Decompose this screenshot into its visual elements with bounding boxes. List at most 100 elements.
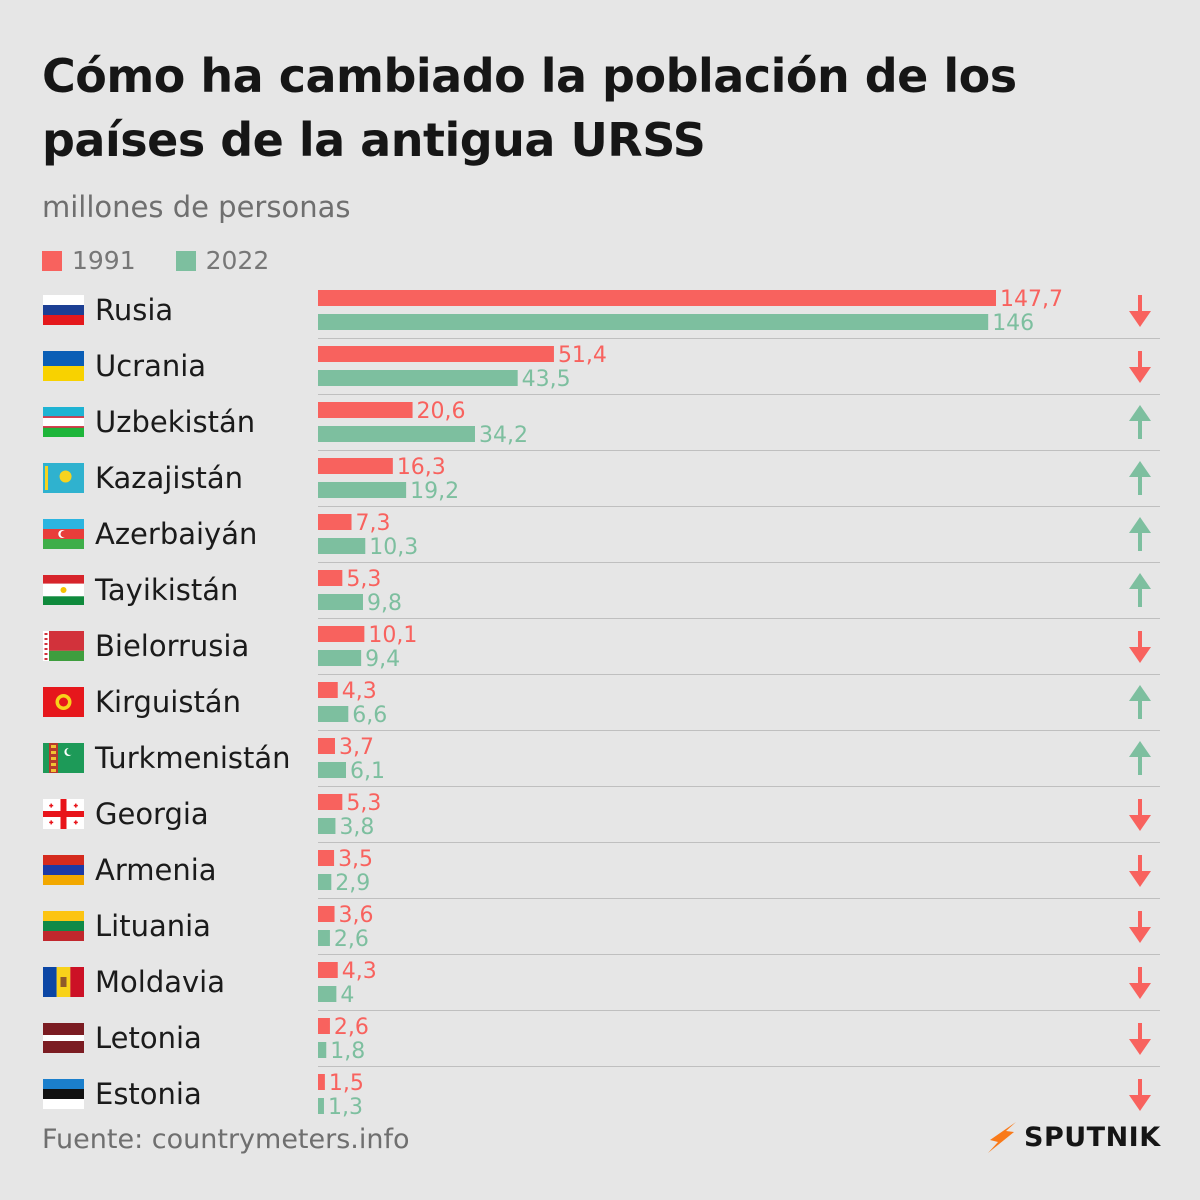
flag-kazakhstan-icon: [43, 463, 84, 493]
country-label: Rusia: [95, 293, 173, 327]
bar-2022: [318, 930, 330, 946]
data-label-1991: 3,7: [339, 735, 374, 760]
trend-arrow-down-icon: [1138, 855, 1142, 873]
legend: 1991 2022: [42, 246, 309, 275]
bar-1991: [318, 962, 338, 978]
country-label: Turkmenistán: [94, 741, 291, 775]
trend-arrow-down-icon: [1129, 815, 1151, 831]
trend-arrow-up-icon: [1129, 405, 1151, 421]
flag-armenia-icon: [43, 855, 84, 885]
trend-arrow-down-icon: [1138, 295, 1142, 313]
legend-item-1991: 1991: [42, 246, 136, 275]
data-label-1991: 10,1: [368, 623, 417, 648]
country-label: Georgia: [95, 797, 209, 831]
data-label-2022: 9,8: [367, 591, 402, 616]
bar-1991: [318, 850, 335, 866]
trend-arrow-up-icon: [1129, 461, 1151, 477]
bar-2022: [318, 818, 336, 834]
data-label-2022: 43,5: [522, 367, 571, 392]
flag-turkmenistan-icon: [43, 743, 84, 773]
bar-2022: [318, 706, 349, 722]
trend-arrow-up-icon: [1138, 587, 1142, 607]
data-label-2022: 6,6: [352, 703, 387, 728]
flag-azerbaijan-icon: [43, 519, 84, 549]
flag-uzbekistan-icon: [43, 407, 84, 437]
trend-arrow-up-icon: [1138, 475, 1142, 495]
row-divider: [318, 338, 1160, 339]
data-label-2022: 146: [992, 311, 1034, 336]
data-label-1991: 3,5: [338, 847, 373, 872]
country-label: Tayikistán: [94, 573, 238, 607]
bar-1991: [318, 794, 343, 810]
country-label: Kirguistán: [95, 685, 241, 719]
country-label: Estonia: [95, 1077, 202, 1111]
row-divider: [318, 618, 1160, 619]
bar-1991: [318, 290, 996, 306]
trend-arrow-down-icon: [1138, 631, 1142, 649]
flag-moldova-icon: [43, 967, 84, 997]
legend-label-1991: 1991: [72, 246, 136, 275]
data-label-1991: 7,3: [356, 511, 391, 536]
bar-2022: [318, 1042, 327, 1058]
bar-1991: [318, 1074, 325, 1090]
trend-arrow-down-icon: [1129, 927, 1151, 943]
bar-1991: [318, 738, 335, 754]
bar-1991: [318, 458, 393, 474]
bar-2022: [318, 538, 366, 554]
row-divider: [318, 394, 1160, 395]
data-label-2022: 2,6: [334, 927, 369, 952]
legend-swatch-2022: [175, 250, 196, 271]
bar-1991: [318, 346, 554, 362]
data-label-2022: 4: [340, 983, 354, 1008]
country-label: Ucrania: [95, 349, 206, 383]
row-divider: [318, 450, 1160, 451]
data-label-1991: 16,3: [397, 455, 446, 480]
data-label-2022: 1,3: [328, 1095, 363, 1120]
trend-arrow-up-icon: [1129, 517, 1151, 533]
trend-arrow-down-icon: [1138, 911, 1142, 929]
country-label: Uzbekistán: [95, 405, 255, 439]
data-label-2022: 9,4: [365, 647, 400, 672]
trend-arrow-down-icon: [1129, 871, 1151, 887]
row-divider: [318, 730, 1160, 731]
country-label: Lituania: [95, 909, 211, 943]
row-divider: [318, 898, 1160, 899]
source-note: Fuente: countrymeters.info: [42, 1124, 410, 1155]
flag-georgia-icon: [43, 799, 84, 829]
row-divider: [318, 954, 1160, 955]
country-label: Azerbaiyán: [95, 517, 257, 551]
data-label-2022: 19,2: [410, 479, 459, 504]
data-label-1991: 1,5: [329, 1071, 364, 1096]
bar-2022: [318, 314, 989, 330]
bar-2022: [318, 762, 347, 778]
trend-arrow-up-icon: [1138, 755, 1142, 775]
bar-1991: [318, 570, 343, 586]
trend-arrow-down-icon: [1129, 1095, 1151, 1111]
data-label-1991: 51,4: [558, 343, 607, 368]
row-divider: [318, 562, 1160, 563]
trend-arrow-up-icon: [1138, 699, 1142, 719]
data-label-1991: 2,6: [334, 1015, 369, 1040]
bar-2022: [318, 370, 518, 386]
row-divider: [318, 506, 1160, 507]
flag-belarus-icon: [43, 631, 84, 661]
data-label-1991: 4,3: [342, 959, 377, 984]
bar-2022: [318, 426, 475, 442]
trend-arrow-down-icon: [1129, 983, 1151, 999]
bar-2022: [318, 594, 363, 610]
trend-arrow-down-icon: [1138, 1079, 1142, 1097]
flag-lithuania-icon: [43, 911, 84, 941]
data-label-1991: 5,3: [346, 791, 381, 816]
country-label: Letonia: [95, 1021, 202, 1055]
bar-1991: [318, 514, 352, 530]
bar-1991: [318, 906, 335, 922]
trend-arrow-down-icon: [1129, 311, 1151, 327]
data-label-2022: 2,9: [335, 871, 370, 896]
flag-russia-icon: [43, 295, 84, 325]
row-divider: [318, 1010, 1160, 1011]
bar-1991: [318, 1018, 330, 1034]
brand-logo: SPUTNIK: [984, 1120, 1161, 1154]
trend-arrow-down-icon: [1138, 351, 1142, 369]
trend-arrow-down-icon: [1138, 799, 1142, 817]
bar-2022: [318, 986, 337, 1002]
